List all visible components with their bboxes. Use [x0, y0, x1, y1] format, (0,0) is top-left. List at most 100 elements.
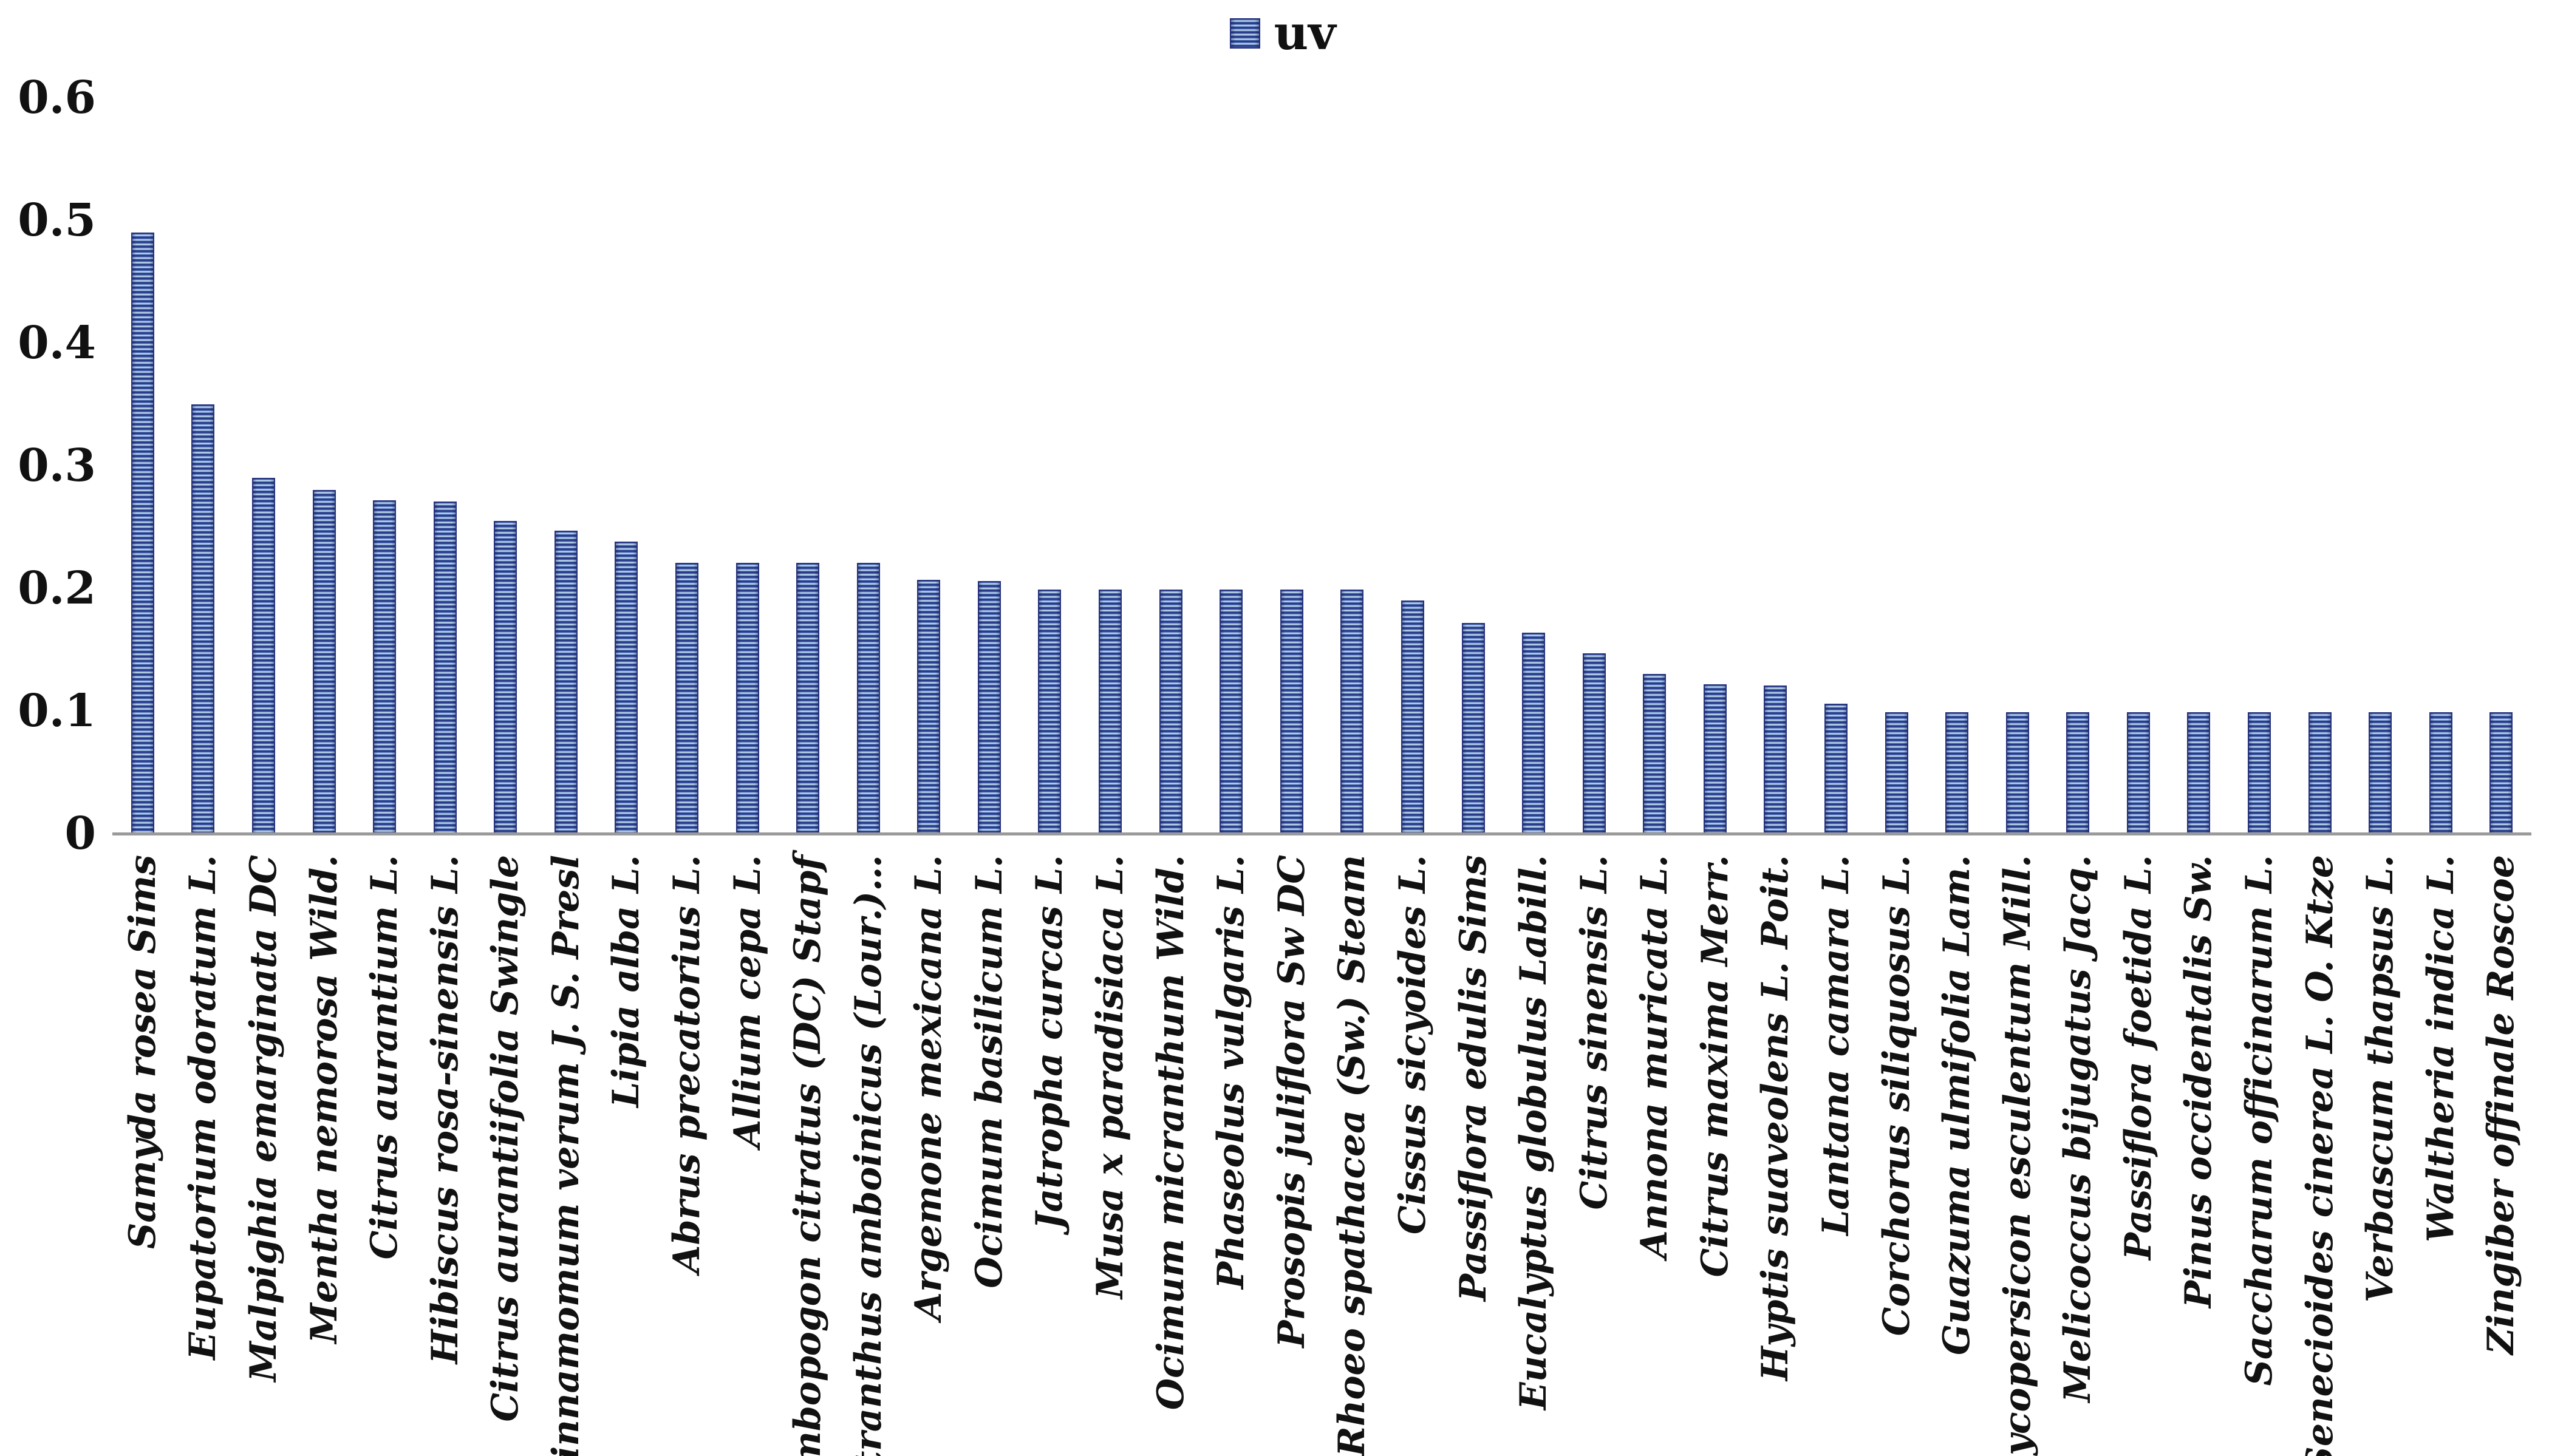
bar — [1582, 653, 1606, 834]
bar — [675, 562, 698, 834]
category-label-slot: Citrus maxima Merr. — [1685, 855, 1745, 1451]
bar-slot — [1987, 98, 2048, 834]
category-label: Cymbopogon citratus (DC) Stapf — [787, 855, 830, 1456]
bar-slot — [777, 98, 838, 834]
category-label-slot: Argemone mexicana L. — [899, 855, 960, 1451]
category-label: Rhoeo spathacea (Sw.) Steam — [1331, 855, 1374, 1456]
bar — [1643, 674, 1667, 834]
bar — [796, 562, 820, 834]
bar-slot — [899, 98, 960, 834]
category-label-slot: Lipia alba L. — [596, 855, 657, 1451]
bar-slot — [2169, 98, 2230, 834]
category-label-slot: Allium cepa L. — [717, 855, 778, 1451]
bar — [1824, 703, 1848, 834]
legend-color-swatch-icon — [1230, 18, 1261, 49]
bar — [1945, 712, 1969, 834]
bar — [1220, 590, 1243, 834]
category-label-slot: Verbascum thapsus L. — [2350, 855, 2411, 1451]
bar-slot — [657, 98, 717, 834]
category-label-slot: Citrus aurantiifolia Swingle — [475, 855, 536, 1451]
bar-slot — [1261, 98, 1322, 834]
x-axis-line — [112, 832, 2531, 835]
bar-slot — [1201, 98, 1261, 834]
bar — [2369, 712, 2392, 834]
bar-slot — [1443, 98, 1504, 834]
category-label: Eupatorium odoratum L. — [182, 855, 225, 1360]
bar-slot — [294, 98, 355, 834]
category-label-slot: Rhoeo spathacea (Sw.) Steam — [1322, 855, 1383, 1456]
category-label: Ocimum basilicum L. — [967, 855, 1011, 1288]
category-label-slot: Lantana camara L. — [1806, 855, 1866, 1451]
category-label-slot: Senecioides cinerea L. O. Ktze — [2290, 855, 2350, 1456]
category-label: Hibiscus rosa-sinensis L. — [423, 855, 466, 1364]
category-label: Prosopis juliflora Sw DC — [1270, 855, 1313, 1348]
bar — [856, 562, 880, 834]
bar-slot — [2350, 98, 2411, 834]
y-axis-tick-label: 0.2 — [18, 562, 96, 614]
bar — [554, 531, 578, 834]
bar — [1401, 600, 1424, 834]
category-label: Citrus aurantiifolia Swingle — [484, 855, 527, 1422]
bar — [1099, 590, 1122, 834]
bar — [2066, 712, 2090, 834]
category-label: Citrus aurantium L. — [363, 855, 406, 1260]
category-label: Ocimum micranthum Wild. — [1149, 855, 1192, 1410]
bar — [2126, 712, 2150, 834]
bar-slot — [1382, 98, 1443, 834]
category-label-slot: Prosopis juliflora Sw DC — [1261, 855, 1322, 1451]
bar — [191, 404, 215, 834]
y-axis-tick-label: 0.4 — [18, 317, 96, 369]
category-label-slot: Mentha nemorosa Wild. — [294, 855, 355, 1451]
y-axis-tick-label: 0 — [64, 808, 97, 860]
category-label: Phaseolus vulgaris L. — [1210, 855, 1253, 1289]
category-label: Annona muricata L. — [1633, 855, 1676, 1259]
category-label-slot: Plectranthus amboinicus (Lour.)… — [838, 855, 899, 1456]
category-label: Allium cepa L. — [726, 855, 769, 1148]
category-label: Mentha nemorosa Wild. — [302, 855, 346, 1344]
bar-slot — [1080, 98, 1141, 834]
bar-slot — [112, 98, 173, 834]
category-label-slot: Zingiber offinale Roscoe — [2471, 855, 2532, 1451]
bar-slot — [2290, 98, 2350, 834]
bar — [494, 520, 517, 834]
category-label: Verbascum thapsus L. — [2359, 855, 2402, 1303]
bar — [917, 579, 941, 834]
bar — [1280, 590, 1303, 834]
category-label: Citrus maxima Merr. — [1693, 855, 1736, 1277]
bar-slot — [1745, 98, 1806, 834]
category-label: Passiflora edulis Sims — [1452, 855, 1495, 1302]
category-label: Guazuma ulmifolia Lam. — [1936, 855, 1979, 1356]
category-label: Pinus occidentalis Sw. — [2177, 855, 2220, 1308]
category-label-slot: Saccharum officinarum L. — [2229, 855, 2290, 1451]
bar — [131, 233, 154, 834]
bar-slot — [596, 98, 657, 834]
bar-slot — [1322, 98, 1383, 834]
bar-slot — [173, 98, 234, 834]
category-label-slot: Eupatorium odoratum L. — [173, 855, 234, 1451]
bar-slot — [475, 98, 536, 834]
category-label: Lantana camara L. — [1814, 855, 1857, 1236]
category-label: Samyda rosea Sims — [121, 855, 164, 1250]
bar — [1764, 685, 1787, 834]
bar — [615, 542, 638, 834]
category-label-slot: Ocimum micranthum Wild. — [1141, 855, 1201, 1451]
category-label-slot: Musa x paradisiaca L. — [1080, 855, 1141, 1451]
bar-slot — [536, 98, 596, 834]
category-label-slot: Jatropha curcas L. — [1020, 855, 1080, 1451]
category-label-slot: Citrus aurantium L. — [354, 855, 415, 1451]
bar-slot — [1624, 98, 1685, 834]
bar — [2187, 712, 2211, 834]
bar-slot — [1866, 98, 1927, 834]
bar — [1461, 622, 1485, 834]
category-label: Zingiber offinale Roscoe — [2480, 855, 2523, 1355]
category-label-slot: Corchorus siliquosus L. — [1866, 855, 1927, 1451]
category-label-slot: Malpighia emarginata DC — [233, 855, 294, 1451]
bar-slot — [1020, 98, 1080, 834]
category-label-slot: Guazuma ulmifolia Lam. — [1926, 855, 1987, 1451]
bar-slot — [1564, 98, 1625, 834]
x-axis-category-labels: Samyda rosea Sims Eupatorium odoratum L. M… — [112, 855, 2532, 1456]
y-axis-tick-label: 0.3 — [18, 440, 96, 492]
category-label-slot: Passiflora foetida L. — [2108, 855, 2169, 1451]
bar — [1159, 590, 1182, 834]
plot-area — [112, 98, 2531, 834]
